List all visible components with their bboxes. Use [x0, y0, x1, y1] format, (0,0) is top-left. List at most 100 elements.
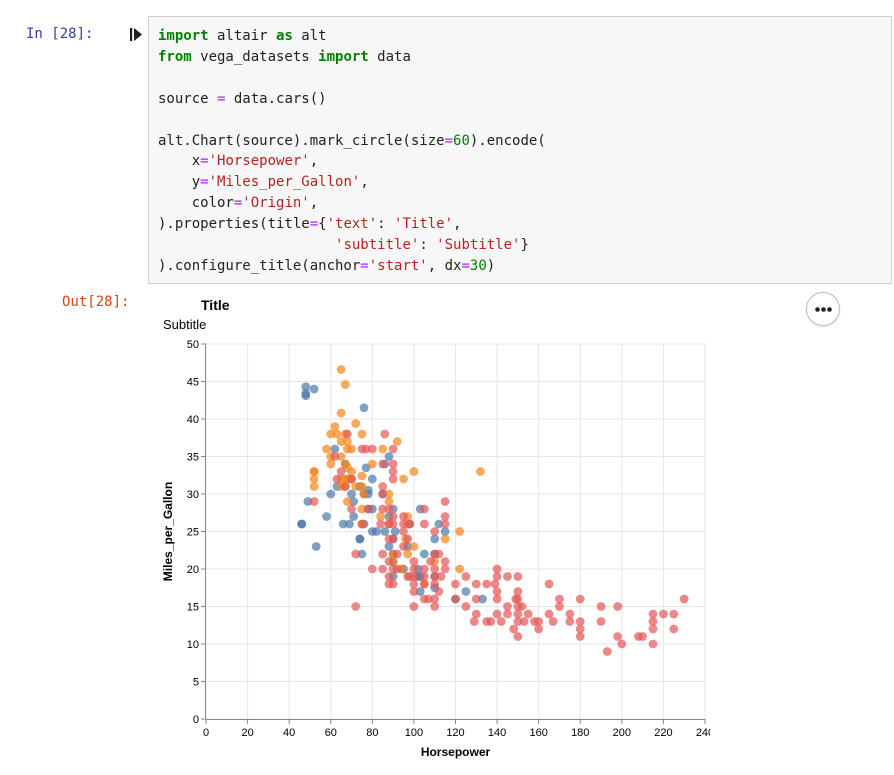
y-tick-label: 25 — [187, 527, 199, 539]
data-point-usa — [342, 429, 352, 439]
code-token: ).encode( — [469, 132, 546, 149]
data-point-usa — [517, 602, 527, 611]
x-tick-label: 180 — [571, 727, 589, 739]
x-tick-label: 80 — [366, 727, 378, 739]
data-point-usa — [513, 587, 523, 596]
code-editor[interactable]: import altair as alt from vega_datasets … — [158, 26, 546, 277]
code-cell-input[interactable]: import altair as alt from vega_datasets … — [148, 16, 892, 284]
data-point-usa — [679, 594, 689, 604]
code-token — [158, 237, 335, 253]
data-point-europe — [347, 489, 356, 499]
data-point-japan — [326, 429, 336, 439]
code-token: 'Subtitle' — [436, 237, 521, 254]
x-tick-label: 120 — [446, 727, 464, 739]
x-tick-label: 0 — [203, 727, 209, 739]
data-point-usa — [409, 579, 419, 589]
data-point-usa — [648, 609, 658, 619]
chart-actions-button[interactable] — [806, 292, 840, 326]
data-point-usa — [409, 564, 419, 574]
data-point-europe — [384, 452, 394, 461]
data-point-usa — [544, 579, 554, 589]
code-token: altair — [208, 28, 277, 44]
data-point-usa — [492, 594, 502, 604]
y-tick-label: 5 — [193, 677, 199, 689]
code-token: import — [158, 28, 209, 44]
data-point-japan — [440, 534, 450, 544]
data-point-europe — [297, 519, 307, 529]
y-axis-title: Miles_per_Gallon — [161, 482, 175, 581]
code-token: 30 — [469, 257, 487, 274]
x-tick-label: 20 — [241, 727, 253, 739]
code-token: source — [158, 90, 218, 107]
data-point-europe — [357, 549, 367, 559]
data-point-usa — [419, 504, 429, 514]
code-token: data — [368, 48, 411, 65]
y-tick-label: 20 — [187, 564, 199, 576]
data-point-usa — [378, 459, 388, 469]
data-point-usa — [351, 549, 361, 559]
data-point-usa — [440, 564, 450, 574]
data-point-usa — [392, 564, 402, 574]
data-point-japan — [409, 542, 419, 551]
x-tick-label: 200 — [613, 727, 631, 739]
data-point-japan — [357, 429, 367, 439]
code-token: , — [360, 174, 369, 191]
data-point-usa — [440, 512, 450, 521]
input-prompt: In [28]: — [26, 26, 94, 42]
data-point-europe — [309, 384, 319, 394]
data-point-usa — [648, 639, 658, 649]
x-axis-title: Horsepower — [421, 745, 491, 759]
data-point-japan — [351, 482, 361, 491]
data-point-usa — [347, 504, 356, 514]
data-point-usa — [492, 609, 502, 619]
data-point-japan — [399, 474, 408, 484]
chart-title: Title — [201, 297, 230, 313]
run-cell-icon[interactable] — [130, 27, 143, 42]
data-point-usa — [388, 512, 398, 521]
data-point-europe — [338, 519, 348, 529]
data-point-usa — [669, 609, 679, 619]
data-point-europe — [415, 587, 425, 596]
data-point-europe — [461, 587, 471, 596]
data-point-europe — [355, 534, 365, 544]
data-point-usa — [409, 572, 419, 581]
data-point-usa — [461, 572, 471, 581]
data-point-usa — [471, 594, 481, 604]
data-point-usa — [367, 564, 377, 574]
data-point-usa — [617, 639, 627, 649]
data-point-usa — [513, 572, 523, 581]
data-point-usa — [548, 617, 558, 626]
data-point-japan — [336, 437, 346, 446]
data-point-japan — [309, 482, 319, 491]
data-point-usa — [378, 564, 388, 574]
data-point-japan — [342, 437, 352, 446]
data-point-usa — [565, 617, 575, 626]
code-token: x — [158, 153, 201, 170]
data-point-usa — [513, 617, 523, 626]
data-point-usa — [575, 617, 585, 626]
code-token: 'Miles_per_Gallon' — [208, 174, 361, 191]
data-point-japan — [455, 527, 465, 536]
data-point-europe — [372, 527, 381, 536]
data-point-usa — [378, 482, 388, 491]
x-tick-label: 140 — [488, 727, 506, 739]
code-token: alt.Chart(source).mark_circle(size — [158, 132, 445, 149]
code-token: vega_datasets — [191, 48, 319, 65]
data-point-usa — [596, 617, 606, 626]
data-point-usa — [388, 467, 398, 476]
data-point-usa — [451, 594, 460, 604]
data-point-europe — [301, 389, 311, 398]
data-point-europe — [349, 497, 359, 506]
data-point-usa — [409, 557, 419, 566]
data-point-usa — [575, 632, 585, 641]
data-point-japan — [409, 467, 419, 476]
data-point-usa — [471, 579, 481, 589]
data-point-europe — [359, 403, 369, 413]
data-point-usa — [503, 609, 512, 619]
data-point-japan — [357, 471, 367, 481]
code-token: import — [318, 48, 369, 65]
data-point-usa — [388, 444, 398, 454]
data-point-usa — [361, 444, 371, 454]
data-point-usa — [451, 579, 460, 589]
code-token: 'Title' — [394, 216, 454, 233]
